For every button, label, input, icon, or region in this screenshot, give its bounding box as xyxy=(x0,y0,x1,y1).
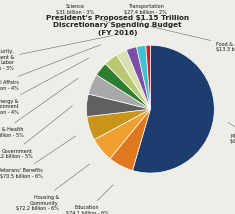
Text: Science
$31 billion - 3%: Science $31 billion - 3% xyxy=(56,4,125,29)
Text: Housing &
Community
$72.2 billion - 6%: Housing & Community $72.2 billion - 6% xyxy=(16,164,90,211)
Text: Government
$66.2 billion - 5%: Government $66.2 billion - 5% xyxy=(0,106,72,159)
Wedge shape xyxy=(110,109,150,171)
Wedge shape xyxy=(94,109,150,159)
Wedge shape xyxy=(126,47,150,109)
Text: Food & Agriculture
$13.3 billion - 1%: Food & Agriculture $13.3 billion - 1% xyxy=(150,27,235,52)
Wedge shape xyxy=(87,109,150,140)
Text: Veterans' Benefits
$70.5 billion - 6%: Veterans' Benefits $70.5 billion - 6% xyxy=(0,136,76,179)
Wedge shape xyxy=(97,64,150,109)
Text: Energy &
Environment
$41.6 billion - 4%: Energy & Environment $41.6 billion - 4% xyxy=(0,58,89,115)
Text: Transportation
$27.4 billion - 2%: Transportation $27.4 billion - 2% xyxy=(124,4,167,24)
Text: Medicare & Health
$60.6 billion - 5%: Medicare & Health $60.6 billion - 5% xyxy=(0,78,78,138)
Wedge shape xyxy=(86,94,150,117)
Wedge shape xyxy=(146,45,150,109)
Text: President's Proposed $1.15 Trillion
Discretionary Spending Budget
(FY 2016): President's Proposed $1.15 Trillion Disc… xyxy=(46,15,189,36)
Text: Education
$74.1 billion - 6%: Education $74.1 billion - 6% xyxy=(66,185,113,214)
Text: Military
$635.2 billion - 54%: Military $635.2 billion - 54% xyxy=(228,122,235,144)
Wedge shape xyxy=(117,50,150,109)
Wedge shape xyxy=(137,45,150,109)
Wedge shape xyxy=(133,45,214,173)
Text: Social Security,
Unemployment &
Labor
$31.4 billion - 3%: Social Security, Unemployment & Labor $3… xyxy=(0,36,113,71)
Text: International Affairs
$41.5 billion - 4%: International Affairs $41.5 billion - 4% xyxy=(0,45,101,91)
Wedge shape xyxy=(106,55,150,109)
Wedge shape xyxy=(88,75,150,109)
